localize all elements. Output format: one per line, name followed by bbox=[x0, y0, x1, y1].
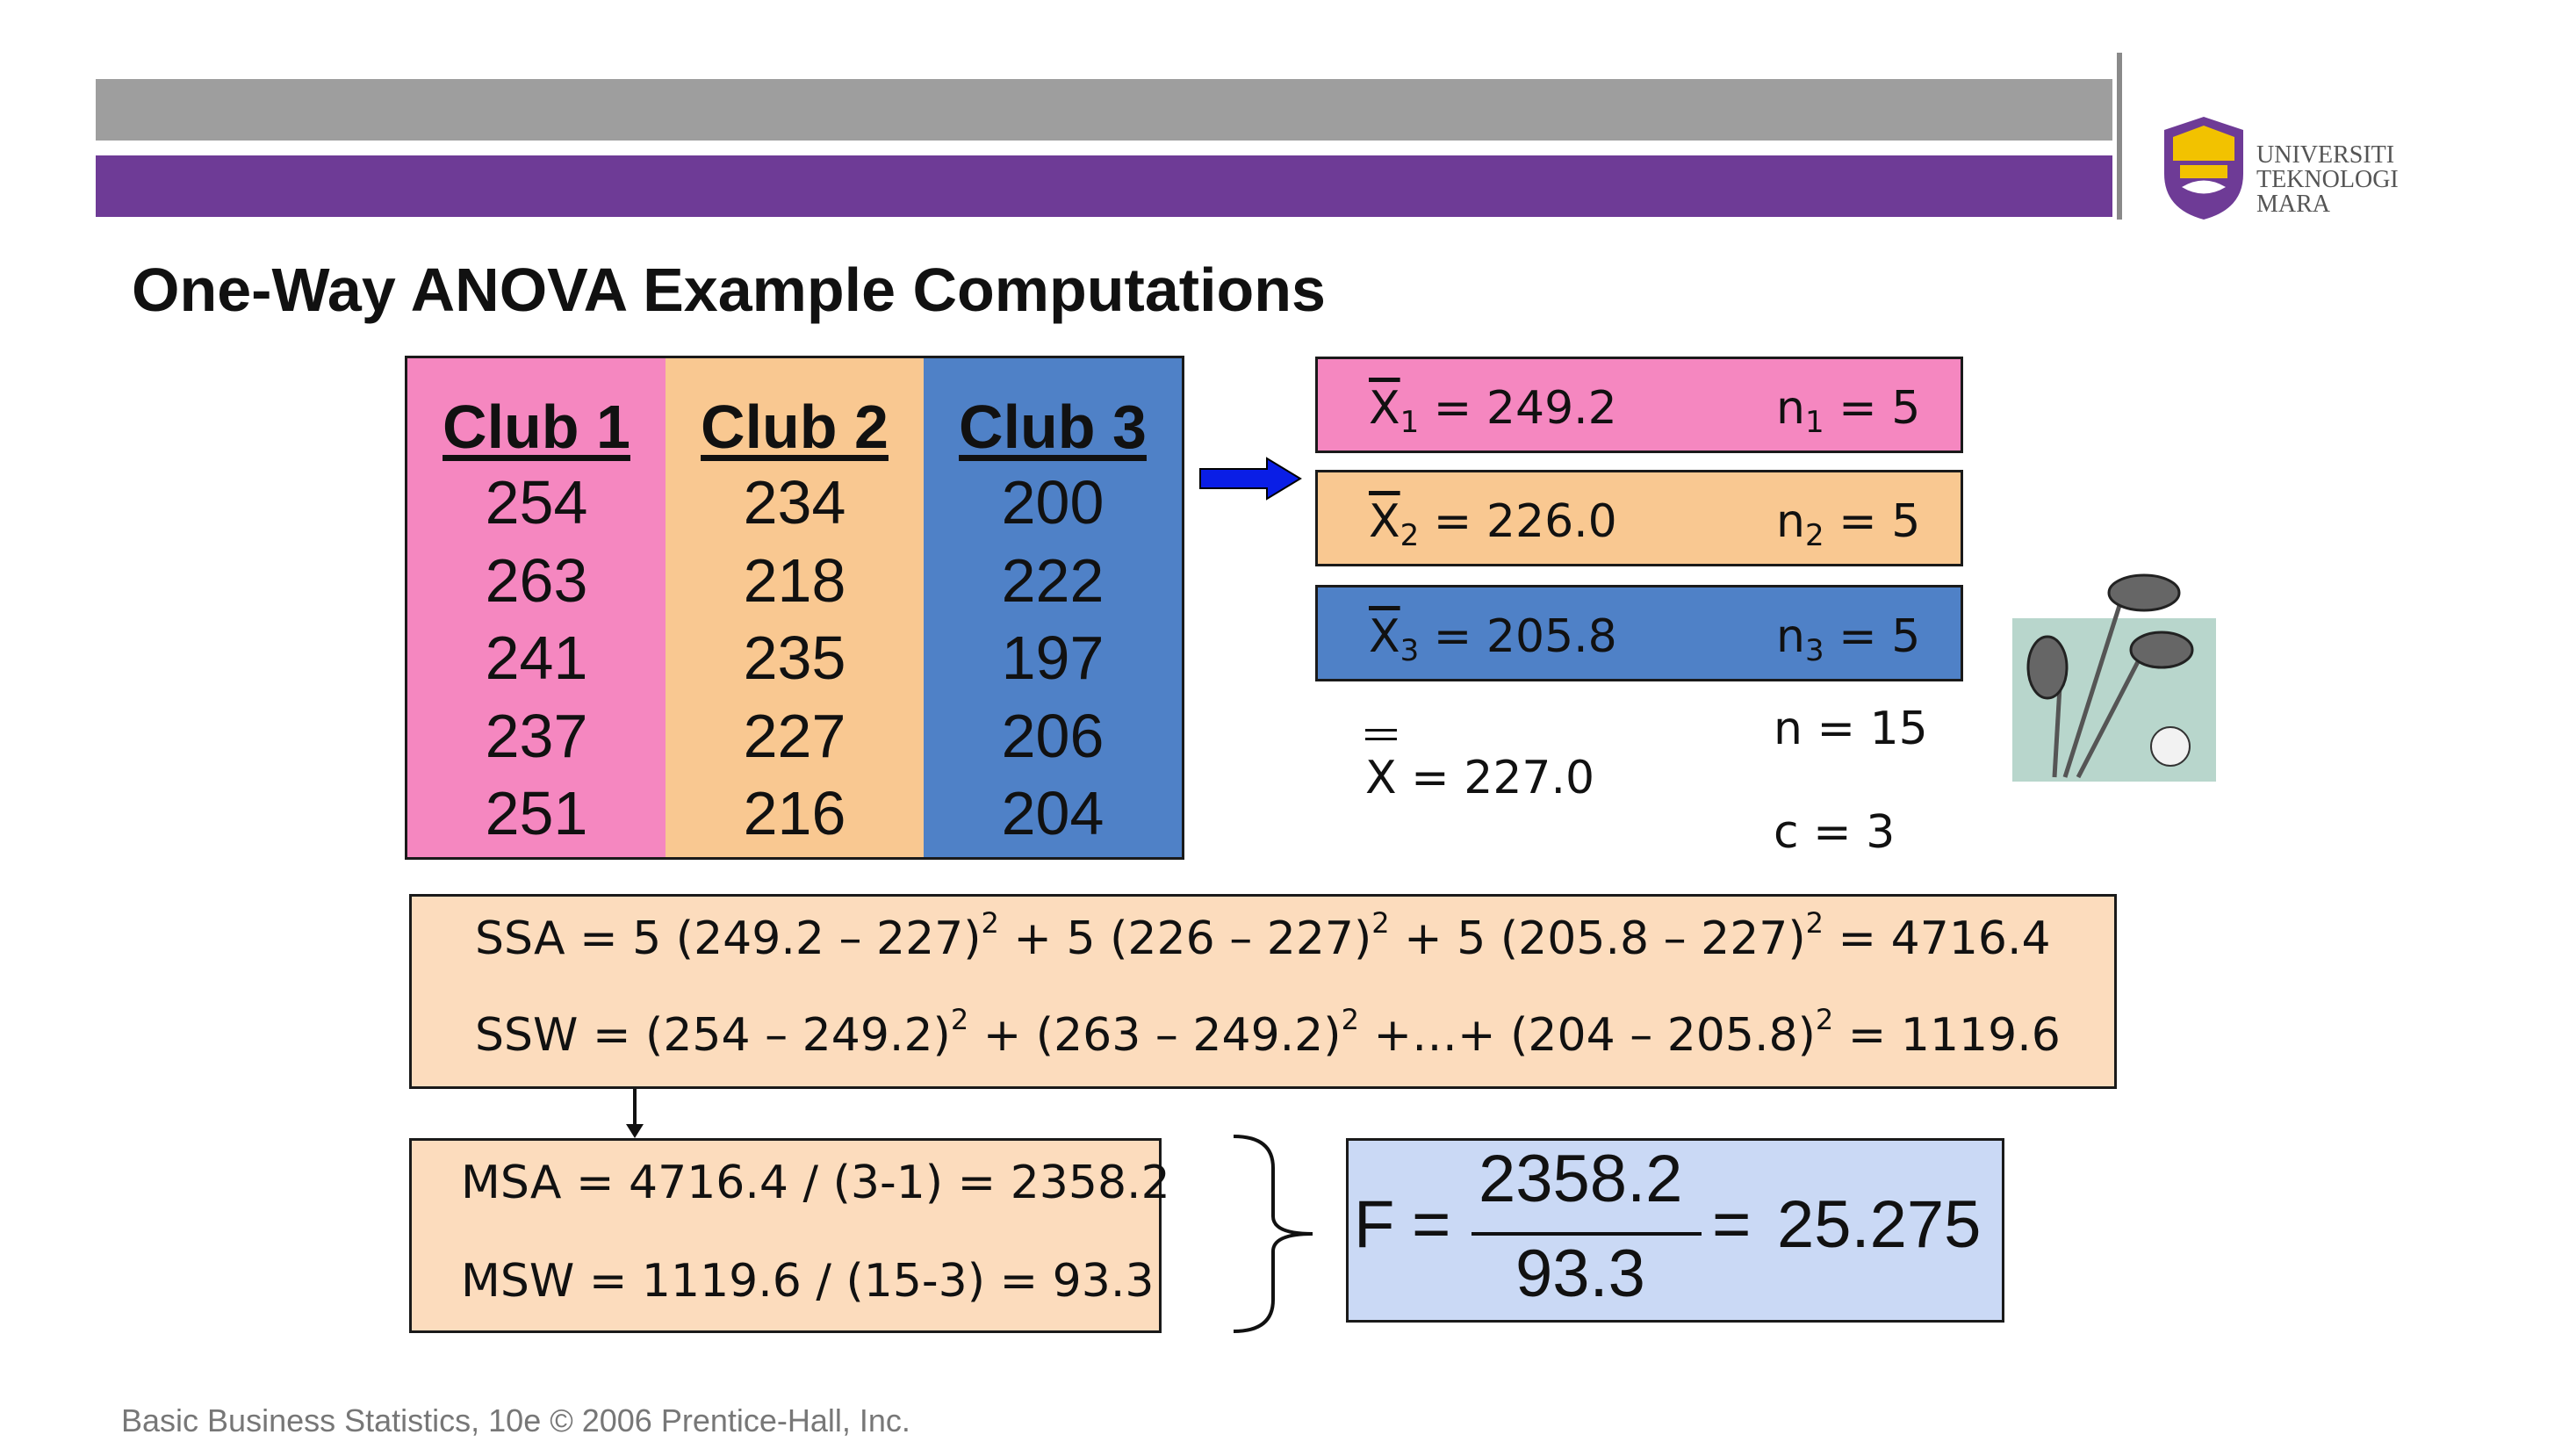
mean-value: = 205.8 bbox=[1419, 610, 1617, 663]
exponent: 2 bbox=[1371, 906, 1390, 940]
n-symbol: n bbox=[1776, 382, 1805, 435]
exponent: 2 bbox=[1341, 1003, 1359, 1036]
club3-header: Club 3 bbox=[959, 393, 1147, 461]
club1-value: 263 bbox=[485, 545, 588, 615]
ssw-part: + (263 – 249.2) bbox=[968, 1009, 1342, 1062]
grand-mean: X = 227.0 bbox=[1365, 708, 1594, 804]
exponent: 2 bbox=[950, 1003, 969, 1036]
subscript: 3 bbox=[1400, 633, 1420, 668]
club1-value: 254 bbox=[485, 468, 588, 537]
ssw-equation: SSW = (254 – 249.2)2 + (263 – 249.2)2 +…… bbox=[475, 1006, 2061, 1062]
f-denominator: 93.3 bbox=[1515, 1236, 1645, 1311]
msa-equation: MSA = 4716.4 / (3-1) = 2358.2 bbox=[461, 1157, 1170, 1209]
club2-column: Club 2 234 218 235 227 216 bbox=[666, 358, 924, 857]
xbar-symbol: X bbox=[1369, 382, 1400, 435]
n-value: = 5 bbox=[1824, 495, 1921, 548]
exponent: 2 bbox=[1805, 906, 1824, 940]
f-numerator: 2358.2 bbox=[1479, 1142, 1683, 1216]
subscript: 1 bbox=[1804, 405, 1824, 440]
ssa-part: SSA = 5 (249.2 – 227) bbox=[475, 912, 982, 965]
header-purple-bar bbox=[96, 155, 2112, 217]
club3-value: 204 bbox=[1001, 779, 1105, 847]
ssa-result: = 4716.4 bbox=[1824, 912, 2051, 965]
club-data-table: Club 1 254 263 241 237 251 Club 2 234 21… bbox=[405, 356, 1184, 860]
club1-value: 241 bbox=[485, 624, 588, 692]
ssa-part: + 5 (205.8 – 227) bbox=[1389, 912, 1806, 965]
mean-club1: X1 = 249.2 bbox=[1369, 382, 1617, 440]
double-bar-top bbox=[1365, 729, 1397, 732]
grand-mean-value: X = 227.0 bbox=[1365, 752, 1595, 804]
mean-club2: X2 = 226.0 bbox=[1369, 495, 1617, 553]
n-club2: n2 = 5 bbox=[1776, 495, 1920, 553]
down-arrow-icon bbox=[626, 1089, 644, 1138]
n-symbol: n bbox=[1776, 495, 1805, 548]
ssw-part: +…+ (204 – 205.8) bbox=[1358, 1009, 1816, 1062]
club2-value: 216 bbox=[743, 779, 846, 847]
logo-line-2: TEKNOLOGI bbox=[2256, 166, 2399, 193]
mean-squares-box: MSA = 4716.4 / (3-1) = 2358.2 MSW = 1119… bbox=[409, 1138, 1170, 1333]
header-gray-bar bbox=[96, 79, 2112, 141]
n-value: = 5 bbox=[1824, 382, 1921, 435]
exponent: 2 bbox=[981, 906, 999, 940]
brace-icon bbox=[1233, 1135, 1313, 1333]
equals-sign: = bbox=[1412, 1187, 1451, 1262]
subscript: 2 bbox=[1804, 518, 1824, 553]
right-arrow-icon bbox=[1199, 457, 1302, 501]
club1-value: 237 bbox=[485, 701, 588, 770]
club3-column: Club 3 200 222 197 206 204 bbox=[924, 358, 1182, 857]
club1-value: 251 bbox=[485, 779, 588, 847]
uitm-crest-icon bbox=[2164, 117, 2243, 220]
club3-value: 206 bbox=[1001, 701, 1105, 770]
club1-column: Club 1 254 263 241 237 251 bbox=[407, 358, 666, 857]
club2-value: 234 bbox=[743, 468, 846, 537]
n-club3: n3 = 5 bbox=[1776, 610, 1920, 668]
club3-value: 200 bbox=[1001, 468, 1105, 537]
club3-value: 222 bbox=[1001, 545, 1105, 615]
mean-value: = 249.2 bbox=[1419, 382, 1617, 435]
club2-value: 235 bbox=[743, 624, 846, 692]
exponent: 2 bbox=[1815, 1003, 1834, 1036]
xbar-symbol: X bbox=[1369, 610, 1400, 663]
club2-value: 218 bbox=[743, 545, 846, 615]
subscript: 3 bbox=[1804, 633, 1824, 668]
logo-line-1: UNIVERSITI bbox=[2256, 141, 2395, 169]
slide-title: One-Way ANOVA Example Computations bbox=[132, 256, 1326, 324]
mean-value: = 226.0 bbox=[1419, 495, 1617, 548]
subscript: 1 bbox=[1400, 405, 1420, 440]
n-total: n = 15 bbox=[1774, 703, 1928, 755]
golf-clubs-icon bbox=[2012, 573, 2216, 782]
header-divider bbox=[2117, 53, 2122, 220]
mean-club3: X3 = 205.8 bbox=[1369, 610, 1617, 668]
f-result: 25.275 bbox=[1777, 1187, 1982, 1262]
club3-value: 197 bbox=[1001, 624, 1105, 692]
footer-citation: Basic Business Statistics, 10e © 2006 Pr… bbox=[121, 1402, 910, 1438]
c-groups: c = 3 bbox=[1774, 806, 1896, 859]
mean-box-club3: X3 = 205.8 n3 = 5 bbox=[1315, 585, 1963, 681]
fraction-bar bbox=[1471, 1232, 1702, 1236]
ssw-result: = 1119.6 bbox=[1833, 1009, 2061, 1062]
n-club1: n1 = 5 bbox=[1776, 382, 1920, 440]
club2-header: Club 2 bbox=[701, 393, 889, 461]
xbar-symbol: X bbox=[1369, 495, 1400, 548]
ssa-part: + 5 (226 – 227) bbox=[998, 912, 1372, 965]
equals-sign: = bbox=[1712, 1187, 1752, 1262]
f-statistic-box: F = 2358.2 93.3 = 25.275 bbox=[1346, 1138, 2004, 1323]
n-symbol: n bbox=[1776, 610, 1805, 663]
f-label: F bbox=[1354, 1187, 1395, 1262]
logo-text: UNIVERSITI TEKNOLOGI MARA bbox=[2256, 143, 2399, 217]
ssa-equation: SSA = 5 (249.2 – 227)2 + 5 (226 – 227)2 … bbox=[475, 909, 2051, 965]
club1-header: Club 1 bbox=[443, 393, 630, 461]
mean-box-club2: X2 = 226.0 n2 = 5 bbox=[1315, 470, 1963, 566]
mean-box-club1: X1 = 249.2 n1 = 5 bbox=[1315, 357, 1963, 453]
ssw-part: SSW = (254 – 249.2) bbox=[475, 1009, 951, 1062]
club2-value: 227 bbox=[743, 701, 846, 770]
logo-line-3: MARA bbox=[2256, 191, 2331, 218]
subscript: 2 bbox=[1400, 518, 1420, 553]
uitm-logo: UNIVERSITI TEKNOLOGI MARA bbox=[2155, 112, 2419, 222]
double-bar-bottom bbox=[1365, 738, 1397, 740]
sum-of-squares-box: SSA = 5 (249.2 – 227)2 + 5 (226 – 227)2 … bbox=[409, 894, 2117, 1089]
n-value: = 5 bbox=[1824, 610, 1921, 663]
msw-equation: MSW = 1119.6 / (15-3) = 93.3 bbox=[461, 1255, 1155, 1308]
